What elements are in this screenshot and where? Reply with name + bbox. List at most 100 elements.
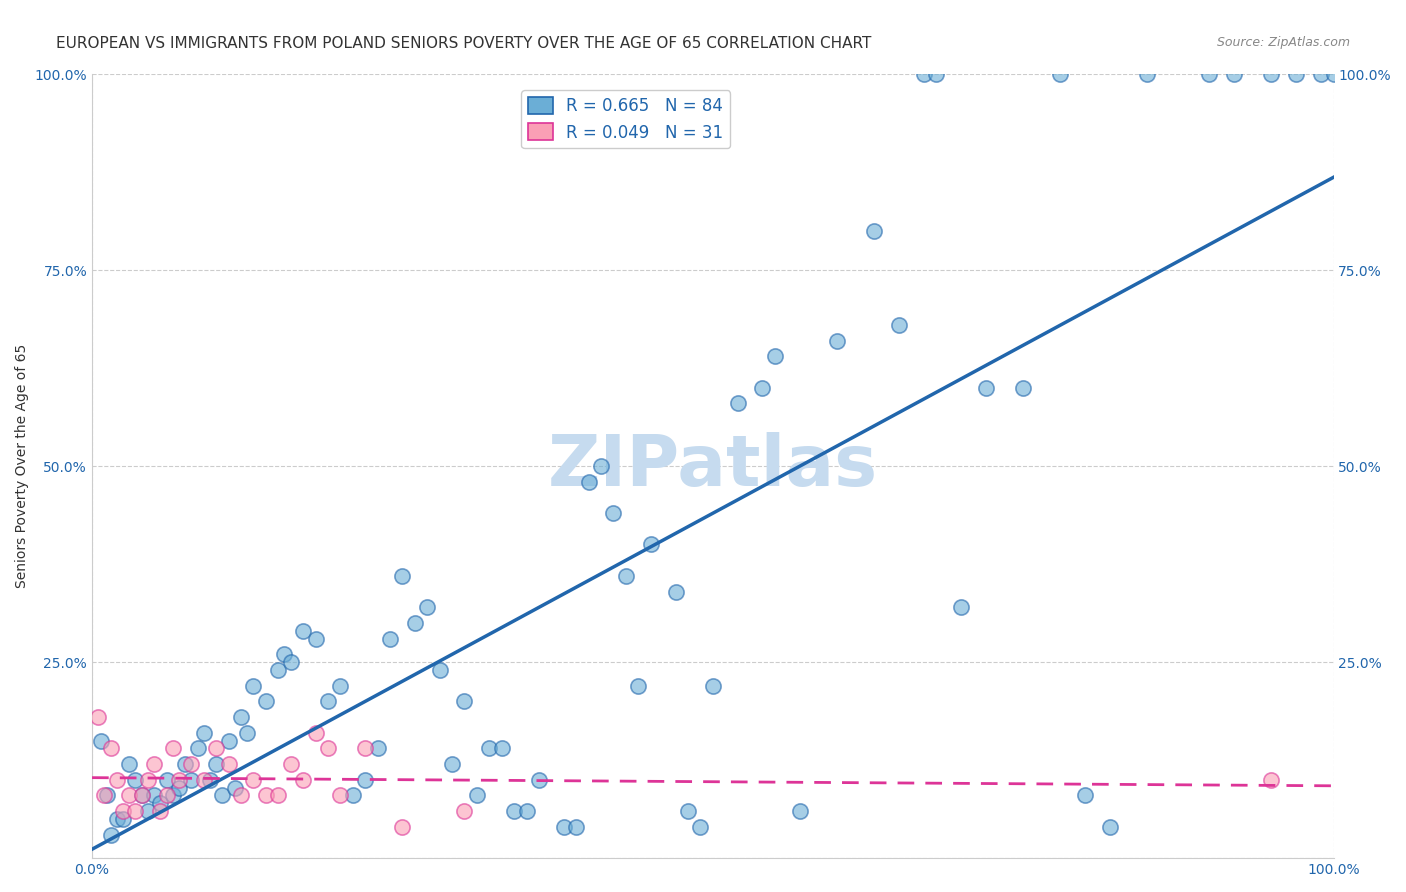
Point (96, 789, 118, 803)
Point (162, 741, 184, 756)
Point (367, 741, 389, 756)
Point (280, 655, 302, 669)
Point (136, 804, 159, 818)
Point (727, 396, 749, 410)
Point (118, 757, 141, 772)
Point (112, 812, 135, 826)
Point (1099, 820, 1122, 834)
Point (863, 224, 886, 238)
Point (465, 789, 488, 803)
Point (292, 772, 315, 787)
Point (1260, 67, 1282, 81)
Point (280, 757, 302, 772)
Point (478, 741, 501, 756)
Legend: R = 0.665   N = 84, R = 0.049   N = 31: R = 0.665 N = 84, R = 0.049 N = 31 (522, 90, 730, 148)
Point (211, 789, 233, 803)
Point (453, 804, 475, 818)
Point (429, 663, 451, 677)
Point (404, 615, 426, 630)
Point (218, 757, 240, 772)
Point (614, 569, 637, 583)
Point (441, 757, 464, 772)
Point (354, 741, 377, 756)
Point (602, 506, 624, 520)
Point (187, 741, 209, 756)
Point (167, 772, 190, 787)
Point (292, 624, 315, 638)
Point (304, 632, 326, 646)
Point (267, 663, 290, 677)
Point (136, 772, 159, 787)
Point (342, 789, 364, 803)
Point (100, 741, 122, 756)
Point (1310, 67, 1333, 81)
Point (763, 349, 786, 363)
Point (143, 789, 166, 803)
Point (503, 804, 526, 818)
Point (124, 804, 146, 818)
Point (112, 804, 135, 818)
Point (180, 757, 202, 772)
Point (578, 475, 600, 489)
Point (149, 797, 172, 811)
Point (950, 600, 973, 615)
Text: ZIPatlas: ZIPatlas (548, 432, 877, 500)
Point (155, 789, 177, 803)
Point (143, 757, 166, 772)
Point (627, 679, 650, 693)
Point (1074, 789, 1097, 803)
Point (516, 804, 538, 818)
Point (974, 381, 997, 395)
Point (789, 804, 811, 818)
Point (329, 679, 352, 693)
Point (118, 789, 141, 803)
Point (329, 789, 352, 803)
Point (229, 710, 252, 724)
Point (236, 725, 259, 739)
Point (391, 569, 413, 583)
Point (1322, 67, 1344, 81)
Point (193, 772, 215, 787)
Point (689, 820, 711, 834)
Point (218, 733, 240, 747)
Point (131, 789, 153, 803)
Point (273, 647, 295, 661)
Point (565, 820, 588, 834)
Point (316, 741, 339, 756)
Point (193, 725, 215, 739)
Point (254, 789, 277, 803)
Text: EUROPEAN VS IMMIGRANTS FROM POLAND SENIORS POVERTY OVER THE AGE OF 65 CORRELATIO: EUROPEAN VS IMMIGRANTS FROM POLAND SENIO… (56, 36, 872, 51)
Point (87, 710, 110, 724)
Point (174, 757, 197, 772)
Point (887, 318, 910, 332)
Point (131, 789, 153, 803)
Point (205, 757, 228, 772)
Text: Source: ZipAtlas.com: Source: ZipAtlas.com (1216, 36, 1350, 49)
Point (267, 789, 290, 803)
Point (229, 789, 252, 803)
Point (527, 772, 550, 787)
Point (242, 679, 264, 693)
Point (702, 679, 724, 693)
Point (640, 537, 662, 551)
Point (751, 381, 773, 395)
Point (1136, 67, 1159, 81)
Point (304, 725, 326, 739)
Point (254, 694, 277, 708)
Point (354, 772, 377, 787)
Point (391, 820, 413, 834)
Point (105, 772, 128, 787)
Point (224, 780, 246, 795)
Point (124, 772, 146, 787)
Point (167, 780, 190, 795)
Point (589, 459, 612, 474)
Point (825, 334, 848, 348)
Point (1223, 67, 1246, 81)
Point (664, 584, 686, 599)
Point (378, 632, 401, 646)
Point (180, 772, 202, 787)
Point (1285, 67, 1308, 81)
Point (155, 772, 177, 787)
Point (100, 828, 122, 842)
Point (316, 694, 339, 708)
